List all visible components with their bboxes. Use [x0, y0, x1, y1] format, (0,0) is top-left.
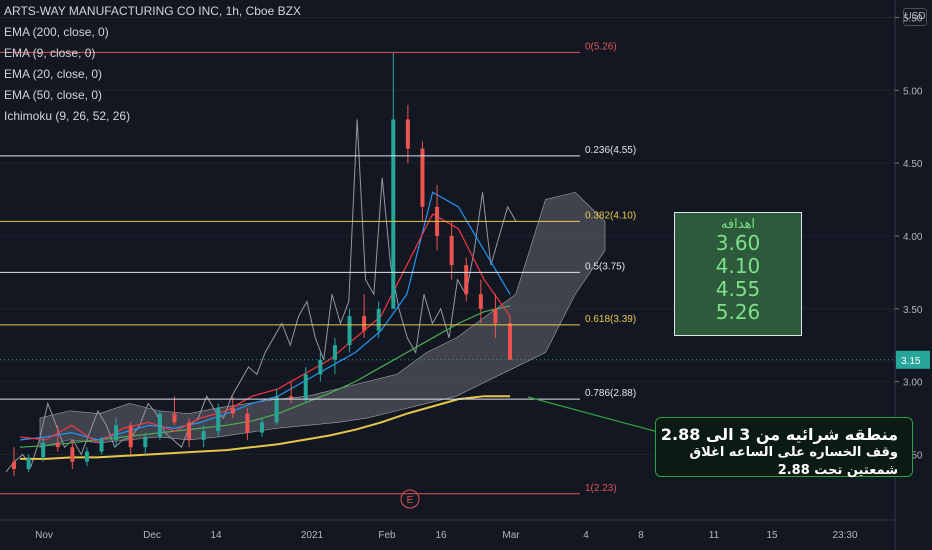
candle-body [99, 439, 104, 452]
candle-body [128, 425, 133, 448]
targets-box: اهدافه 3.60 4.10 4.55 5.26 [674, 212, 802, 336]
candle-body [332, 345, 337, 360]
x-tick-label: Dec [143, 530, 161, 541]
fib-level-label: 0.618(3.39) [585, 314, 636, 325]
indicator-ema200[interactable]: EMA (200, close, 0) [4, 25, 109, 39]
target-value: 3.60 [715, 231, 761, 255]
note-line-stop-loss: وقف الخساره على الساعه اغلاق شمعتين تحت … [689, 445, 898, 478]
grid [0, 16, 895, 455]
target-value: 4.55 [715, 277, 761, 301]
candle-body [493, 308, 498, 324]
ema-line [20, 395, 510, 460]
indicator-ichimoku[interactable]: Ichimoku (9, 26, 52, 26) [4, 109, 131, 123]
y-tick-label: 4.50 [903, 159, 923, 170]
x-tick-label: Mar [502, 530, 520, 541]
candle-body [362, 316, 367, 331]
time-axis[interactable]: Nov Dec 14 2021 Feb 16 Mar 4 8 11 15 23:30 [0, 519, 895, 541]
x-tick-label: 16 [435, 530, 447, 541]
fib-level-label: 0(5.26) [585, 41, 617, 52]
y-tick-label: 5.00 [903, 86, 923, 97]
candles [12, 52, 512, 477]
earnings-marker[interactable] [400, 489, 420, 509]
candle-body [41, 442, 46, 458]
indicator-ema20[interactable]: EMA (20, close, 0) [4, 67, 103, 81]
candle-body [245, 413, 250, 433]
x-tick-label: 4 [583, 530, 589, 541]
fib-level-label: 0.5(3.75) [585, 261, 625, 272]
note-pointer [527, 396, 659, 433]
ichimoku-cloud [39, 191, 606, 448]
fib-level-label: 1(2.23) [585, 483, 617, 494]
candle-body [478, 294, 483, 309]
candle-body [187, 422, 192, 440]
x-tick-label: 15 [766, 530, 778, 541]
x-tick-label: 8 [638, 530, 644, 541]
cloud-area [39, 191, 606, 448]
candle-body [376, 308, 381, 331]
candle-body [449, 235, 454, 266]
target-value: 5.26 [715, 300, 761, 324]
candle-body [260, 422, 264, 433]
targets-title: اهدافه [720, 217, 756, 232]
x-tick-label: 14 [210, 530, 222, 541]
close-line [5, 119, 517, 473]
fib-level-label: 0.786(2.88) [585, 388, 636, 399]
candle-body [391, 119, 396, 309]
candle-body [318, 359, 323, 375]
candle-body [230, 407, 235, 414]
x-tick-label: 11 [709, 530, 720, 541]
buy-zone-note: منطقه شرائيه من 3 الى 2.88 وقف الخساره ع… [655, 417, 913, 478]
candle-body [157, 413, 162, 437]
candle-body [172, 413, 177, 423]
indicator-ema50[interactable]: EMA (50, close, 0) [4, 88, 103, 102]
candle-body [84, 451, 89, 462]
candle-body [347, 316, 352, 346]
candle-body [508, 323, 512, 360]
candle-body [303, 374, 308, 400]
candle-body [70, 447, 75, 462]
y-tick-label: 4.00 [903, 232, 923, 243]
candle-body [201, 431, 206, 440]
y-tick-label: 5.50 [903, 13, 923, 24]
fib-levels[interactable]: 0(5.26) 0.236(4.55) 0.382(4.10) 0.5(3.75) 0.… [0, 41, 895, 495]
x-tick-label: Nov [35, 530, 53, 541]
x-tick-label: Feb [378, 530, 396, 541]
currency-button[interactable]: USD [903, 8, 927, 26]
target-value: 4.10 [715, 254, 761, 278]
candle-body [464, 265, 469, 295]
last-price-badge [896, 350, 930, 369]
close-price-line [5, 119, 517, 473]
fib-level-label: 0.382(4.10) [585, 210, 636, 221]
y-tick-label: 3.00 [903, 378, 923, 389]
earnings-marker-label: E [407, 495, 414, 506]
candle-body [26, 457, 31, 470]
candle-body [55, 442, 60, 448]
candle-body [405, 119, 410, 149]
candle-body [274, 396, 279, 423]
x-tick-label: 23:30 [832, 530, 857, 541]
last-price-label: 3.15 [901, 356, 921, 367]
candle-body [12, 461, 16, 470]
candle-body [420, 148, 425, 207]
symbol-title[interactable]: ARTS-WAY MANUFACTURING CO INC, 1h, Cboe … [4, 4, 301, 18]
candle-body [289, 396, 294, 400]
fib-level-label: 0.236(4.55) [585, 145, 636, 156]
candle-body [114, 425, 119, 440]
note-line-buy-zone: منطقه شرائيه من 3 الى 2.88 [660, 425, 898, 444]
candle-body [143, 436, 148, 448]
y-tick-label: 3.50 [903, 305, 923, 316]
x-tick-label: 2021 [301, 530, 324, 541]
indicator-ema9[interactable]: EMA (9, close, 0) [4, 46, 96, 60]
candle-body [216, 407, 221, 432]
